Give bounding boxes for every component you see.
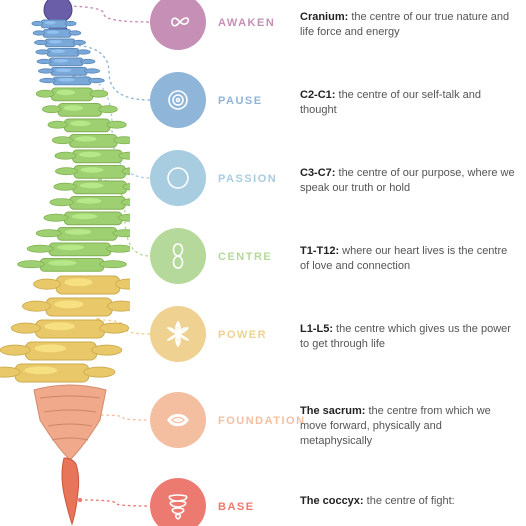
foundation-icon <box>150 392 206 448</box>
foundation-desc-bold: The sacrum: <box>300 405 365 417</box>
power-desc-bold: L1-L5: <box>300 323 333 335</box>
pause-desc: C2-C1: the centre of our self-talk and t… <box>300 88 515 118</box>
awaken-desc: Cranium: the centre of our true nature a… <box>300 10 515 40</box>
power-title: POWER <box>218 329 267 341</box>
power-icon <box>150 306 206 362</box>
base-icon <box>150 478 206 526</box>
foundation-desc: The sacrum: the centre from which we mov… <box>300 404 515 449</box>
centre-icon <box>150 228 206 284</box>
passion-icon <box>150 150 206 206</box>
base-desc-bold: The coccyx: <box>300 495 364 507</box>
base-title: BASE <box>218 501 255 513</box>
pause-desc-bold: C2-C1: <box>300 89 335 101</box>
foundation-title: FOUNDATION <box>218 415 306 427</box>
awaken-icon <box>150 0 206 50</box>
power-desc: L1-L5: the centre which gives us the pow… <box>300 322 515 352</box>
pause-title: PAUSE <box>218 95 263 107</box>
base-desc-text: the centre of fight: <box>364 495 455 507</box>
centre-title: CENTRE <box>218 251 272 263</box>
passion-desc: C3-C7: the centre of our purpose, where … <box>300 166 515 196</box>
awaken-desc-bold: Cranium: <box>300 11 348 23</box>
spine-illustration <box>0 0 130 526</box>
awaken-title: AWAKEN <box>218 17 275 29</box>
base-desc: The coccyx: the centre of fight: <box>300 494 515 509</box>
centre-desc-bold: T1-T12: <box>300 245 339 257</box>
pause-icon <box>150 72 206 128</box>
passion-desc-bold: C3-C7: <box>300 167 335 179</box>
centre-desc: T1-T12: where our heart lives is the cen… <box>300 244 515 274</box>
passion-title: PASSION <box>218 173 277 185</box>
infographic-stage: AWAKEN Cranium: the centre of our true na… <box>0 0 526 526</box>
